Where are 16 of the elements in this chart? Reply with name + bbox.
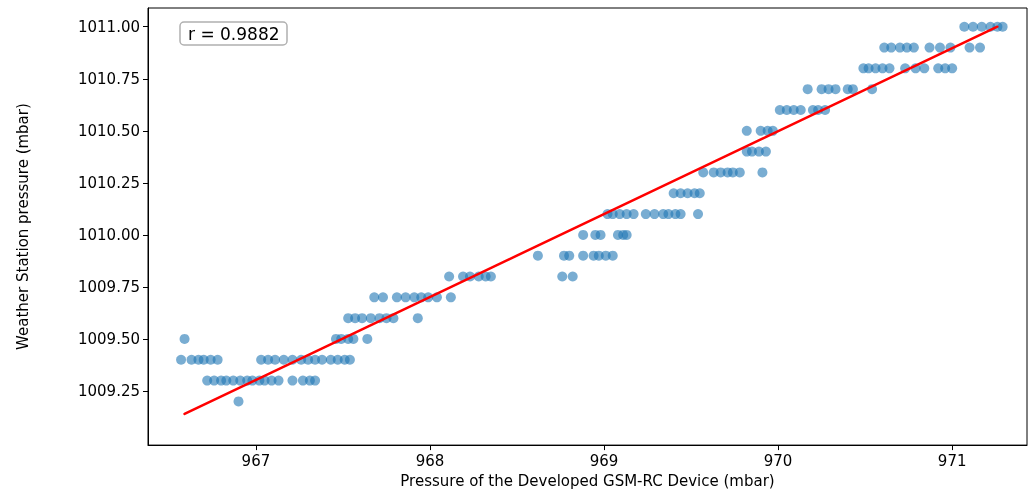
x-tick-label: 971 xyxy=(937,451,967,470)
y-tick-label: 1011.00 xyxy=(77,17,140,36)
x-tick-label: 967 xyxy=(241,451,271,470)
y-tick-label: 1010.25 xyxy=(77,173,140,192)
y-axis-title: Weather Station pressure (mbar) xyxy=(13,103,32,350)
y-tick-label: 1009.75 xyxy=(77,277,140,296)
y-tick-label: 1009.25 xyxy=(77,381,140,400)
annotation: r = 0.9882 xyxy=(188,23,280,44)
x-tick-label: 970 xyxy=(763,451,793,470)
x-tick-label: 969 xyxy=(589,451,619,470)
y-tick-label: 1010.00 xyxy=(77,225,140,244)
y-tick-label: 1009.50 xyxy=(77,329,140,348)
y-tick-label: 1010.50 xyxy=(77,121,140,140)
x-axis-title: Pressure of the Developed GSM-RC Device (mbar) xyxy=(400,471,775,490)
x-tick-label: 968 xyxy=(415,451,445,470)
y-tick-label: 1010.75 xyxy=(77,69,140,88)
